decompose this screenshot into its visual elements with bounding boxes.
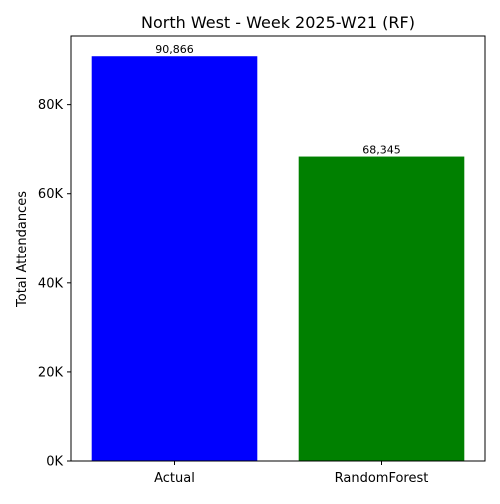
bar-randomforest bbox=[298, 156, 465, 462]
plot-area: 90,866 Actual 68,345 RandomForest 0K 20K 40K 60… bbox=[38, 35, 486, 486]
x-tick-label: Actual bbox=[154, 471, 195, 486]
data-label-randomforest: 68,345 bbox=[362, 144, 401, 157]
y-tick-label: 0K bbox=[46, 455, 63, 470]
axes-frame bbox=[70, 35, 486, 462]
bar-actual bbox=[91, 56, 258, 461]
y-tick-label: 40K bbox=[38, 276, 64, 291]
y-axis-label: Total Attendances bbox=[15, 191, 30, 308]
y-tick-label: 80K bbox=[38, 98, 64, 113]
chart-title: North West - Week 2025-W21 (RF) bbox=[141, 13, 415, 32]
x-tick-label: RandomForest bbox=[335, 471, 429, 486]
y-tick-label: 20K bbox=[38, 365, 64, 380]
y-tick-label: 60K bbox=[38, 187, 64, 202]
data-label-actual: 90,866 bbox=[155, 43, 194, 56]
